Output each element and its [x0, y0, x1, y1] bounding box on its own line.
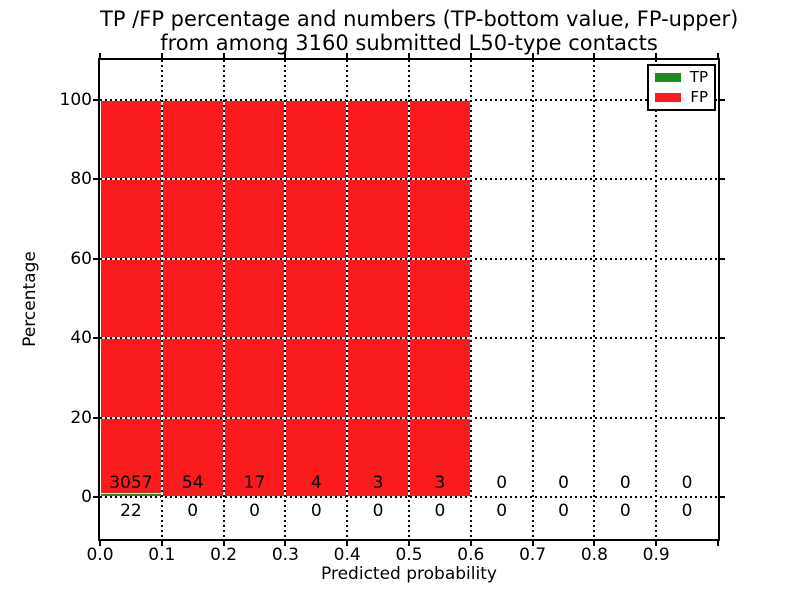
axis-tick — [284, 53, 287, 58]
fp-count-label: 3 — [434, 473, 446, 493]
x-tick-label: 0.7 — [519, 545, 547, 565]
axis-tick — [93, 178, 98, 181]
axis-tick — [93, 416, 98, 419]
x-tick-label: 0.8 — [580, 545, 608, 565]
x-tick-label: 0.6 — [457, 545, 485, 565]
axis-tick — [720, 257, 725, 260]
gridline-vertical — [531, 60, 534, 539]
y-tick-label: 100 — [59, 90, 92, 110]
x-tick-label: 0.4 — [333, 545, 361, 565]
y-tick-label: 80 — [70, 169, 92, 190]
fp-count-label: 0 — [558, 473, 569, 493]
axis-tick — [346, 541, 349, 546]
axis-tick — [531, 53, 534, 58]
tp-count-label: 0 — [558, 501, 569, 521]
tp-count-label: 0 — [434, 501, 446, 521]
axis-tick — [655, 53, 658, 58]
gridline-vertical — [469, 60, 472, 539]
fp-legend-label: FP — [690, 87, 708, 106]
gridline-vertical — [593, 60, 596, 539]
fp-count-label: 54 — [181, 473, 204, 493]
axis-tick — [593, 541, 596, 546]
gridline-vertical — [408, 60, 410, 539]
axis-tick — [720, 337, 725, 340]
fp-count-label: 3057 — [109, 473, 153, 493]
chart-title-line1: TP /FP percentage and numbers (TP-bottom… — [100, 7, 739, 31]
axis-tick — [93, 337, 98, 340]
y-tick-label: 20 — [70, 407, 92, 428]
axis-tick — [284, 541, 287, 546]
axis-tick — [93, 496, 98, 498]
gridline-vertical — [160, 60, 163, 539]
legend-item-tp: TP — [655, 70, 708, 85]
axis-tick — [160, 53, 163, 58]
x-tick-label: 0.5 — [395, 545, 423, 565]
plot-area: 3057 22 54 0 17 0 4 0 3 0 3 0 0 0 0 0 0 0 0 0 — [93, 53, 725, 546]
fp-count-label: 0 — [619, 473, 631, 493]
axis-tick — [222, 541, 225, 546]
legend: TP FP — [647, 64, 716, 111]
axis-tick — [408, 541, 410, 546]
y-tick-label: 0 — [81, 487, 92, 507]
fp-bar-segment — [223, 100, 287, 497]
x-tick-label: 0.2 — [210, 545, 238, 565]
axis-tick — [93, 99, 98, 101]
y-tick-label: 40 — [70, 328, 92, 349]
gridline-vertical — [222, 60, 225, 539]
fp-bar-segment — [100, 100, 163, 494]
axis-tick — [222, 53, 225, 58]
tp-count-label: 22 — [120, 501, 142, 521]
chart-title: TP /FP percentage and numbers (TP-bottom… — [100, 7, 739, 55]
axis-tick — [720, 99, 725, 101]
axis-tick — [720, 178, 725, 181]
tp-count-label: 0 — [619, 501, 631, 521]
axis-tick — [469, 541, 472, 546]
axis-tick — [99, 541, 101, 546]
tp-count-label: 0 — [496, 501, 508, 521]
axis-tick — [720, 496, 725, 498]
fp-count-label: 0 — [496, 473, 508, 493]
fp-count-label: 3 — [372, 473, 384, 493]
tp-count-label: 0 — [372, 501, 384, 521]
tp-count-label: 0 — [187, 501, 199, 521]
y-tick-label: 60 — [70, 248, 92, 269]
fp-legend-swatch — [655, 92, 682, 102]
tp-count-label: 0 — [249, 501, 260, 521]
fp-bar-segment — [161, 100, 225, 497]
x-tick-label: 0.1 — [148, 545, 176, 565]
chart-title-line2: from among 3160 submitted L50-type conta… — [160, 31, 658, 55]
axis-tick — [160, 541, 163, 546]
y-axis-label: Percentage — [20, 251, 40, 347]
axis-tick — [408, 53, 410, 58]
tp-legend-label: TP — [689, 68, 708, 87]
axis-tick — [720, 416, 725, 419]
axis-tick — [717, 541, 719, 546]
axis-tick — [593, 53, 596, 58]
axis-tick — [717, 53, 719, 58]
axis-tick — [99, 53, 101, 58]
axis-tick — [93, 257, 98, 260]
gridline-vertical — [284, 60, 287, 539]
axis-tick — [469, 53, 472, 58]
x-axis-label: Predicted probability — [321, 564, 497, 584]
x-tick-label: 0.3 — [271, 545, 299, 565]
axis-tick — [346, 53, 349, 58]
legend-item-fp: FP — [655, 87, 708, 106]
x-tick-label: 0.0 — [86, 545, 114, 565]
fp-bar-segment — [347, 100, 410, 497]
tp-count-label: 0 — [310, 501, 322, 521]
fp-count-label: 0 — [681, 473, 693, 493]
fp-bar-segment — [409, 100, 472, 497]
x-tick-label: 0.9 — [642, 545, 670, 565]
fp-count-label: 4 — [310, 473, 322, 493]
gridline-vertical — [346, 60, 349, 539]
gridline-vertical — [655, 60, 658, 539]
tp-legend-swatch — [655, 73, 681, 83]
fp-bar-segment — [285, 100, 349, 497]
axis-tick — [531, 541, 534, 546]
tp-count-label: 0 — [681, 501, 693, 521]
fp-count-label: 17 — [243, 473, 266, 493]
axis-tick — [655, 541, 658, 546]
